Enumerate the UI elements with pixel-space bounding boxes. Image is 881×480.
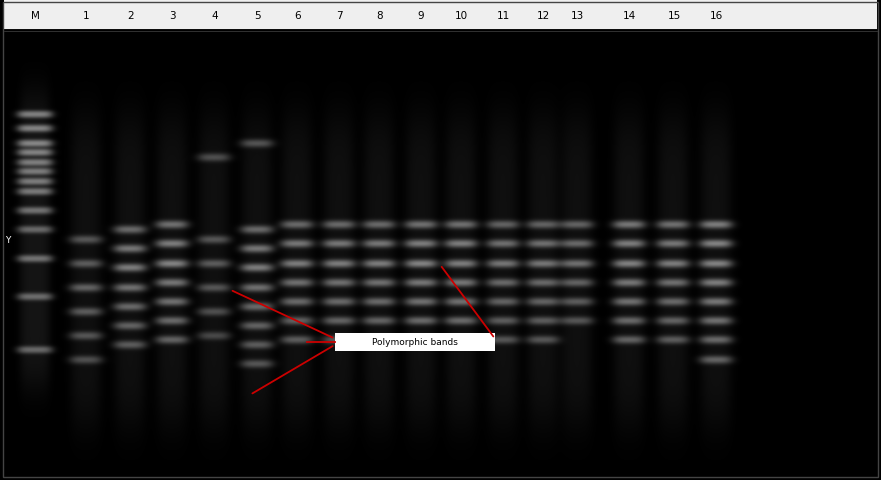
- Text: 7: 7: [336, 11, 343, 21]
- Text: 6: 6: [294, 11, 301, 21]
- Text: 15: 15: [667, 11, 681, 21]
- Text: 9: 9: [418, 11, 425, 21]
- Text: 8: 8: [376, 11, 383, 21]
- Text: 11: 11: [496, 11, 510, 21]
- Text: 1: 1: [83, 11, 90, 21]
- Text: 13: 13: [570, 11, 584, 21]
- Text: 14: 14: [623, 11, 637, 21]
- Text: 10: 10: [455, 11, 468, 21]
- Text: Polymorphic bands: Polymorphic bands: [372, 337, 458, 347]
- Text: M: M: [31, 11, 40, 21]
- Text: 3: 3: [169, 11, 176, 21]
- Bar: [335, 333, 495, 351]
- Text: 4: 4: [211, 11, 218, 21]
- Text: 12: 12: [537, 11, 551, 21]
- Text: 5: 5: [254, 11, 261, 21]
- Text: 2: 2: [127, 11, 134, 21]
- Text: Y: Y: [5, 236, 11, 244]
- Text: 16: 16: [709, 11, 723, 21]
